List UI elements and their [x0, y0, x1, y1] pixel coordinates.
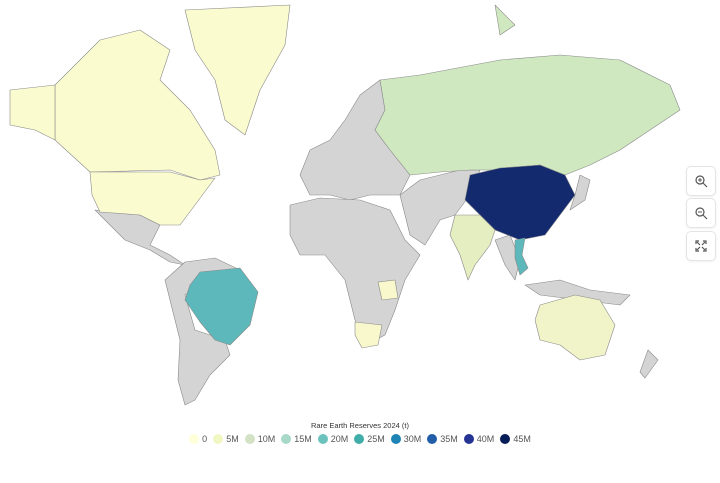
- country-southeast-asia[interactable]: [494, 234, 631, 306]
- legend-swatch: [354, 434, 365, 444]
- legend-label: 10M: [257, 434, 276, 444]
- legend-item[interactable]: 20M: [317, 434, 349, 444]
- country-tanzania[interactable]: [377, 279, 399, 301]
- country-china[interactable]: [464, 164, 576, 241]
- legend-swatch: [317, 434, 328, 444]
- legend-label: 35M: [440, 434, 458, 444]
- country-canada[interactable]: [54, 29, 221, 181]
- legend-item[interactable]: 0: [189, 434, 207, 444]
- legend-swatch: [427, 434, 438, 444]
- legend-items: 0 5M 10M 15M 20M 25M 30M 35M 40M 45M: [180, 434, 540, 444]
- country-united-states[interactable]: [9, 84, 216, 226]
- legend-label: 25M: [367, 434, 385, 444]
- legend-item[interactable]: 40M: [463, 434, 495, 444]
- legend-swatch: [189, 434, 200, 444]
- legend-label: 5M: [226, 434, 239, 444]
- legend-label: 15M: [294, 434, 312, 444]
- legend-item[interactable]: 10M: [244, 434, 276, 444]
- legend-swatch: [390, 434, 401, 444]
- legend-label: 45M: [513, 434, 531, 444]
- legend-item[interactable]: 35M: [427, 434, 458, 444]
- country-australia[interactable]: [534, 294, 616, 361]
- zoom-in-button[interactable]: [686, 166, 716, 196]
- legend-item[interactable]: 25M: [354, 434, 385, 444]
- legend-swatch: [500, 434, 511, 444]
- legend-swatch: [213, 434, 224, 444]
- zoom-out-icon: [695, 207, 708, 220]
- country-vietnam[interactable]: [514, 237, 529, 276]
- legend-swatch: [463, 434, 474, 444]
- map-legend: Rare Earth Reserves 2024 (t) 0 5M 10M 15M 20…: [180, 421, 540, 444]
- country-south-africa[interactable]: [354, 321, 383, 349]
- legend-item[interactable]: 5M: [213, 434, 239, 444]
- legend-swatch: [281, 434, 292, 444]
- country-india[interactable]: [449, 214, 496, 281]
- zoom-out-button[interactable]: [686, 198, 716, 228]
- country-new-zealand[interactable]: [639, 349, 659, 379]
- legend-item[interactable]: 45M: [500, 434, 531, 444]
- legend-item[interactable]: 30M: [390, 434, 422, 444]
- country-greenland[interactable]: [184, 4, 291, 136]
- legend-item[interactable]: 15M: [281, 434, 312, 444]
- fullscreen-icon: [695, 240, 707, 252]
- legend-label: 0: [202, 434, 208, 444]
- country-russia[interactable]: [374, 4, 681, 176]
- fullscreen-button[interactable]: [686, 231, 716, 261]
- legend-swatch: [244, 434, 255, 444]
- country-brazil[interactable]: [184, 267, 259, 346]
- legend-label: 30M: [403, 434, 422, 444]
- country-japan[interactable]: [569, 174, 591, 211]
- country-africa[interactable]: [289, 197, 421, 346]
- legend-label: 20M: [330, 434, 349, 444]
- legend-label: 40M: [476, 434, 495, 444]
- zoom-in-icon: [695, 175, 708, 188]
- legend-title: Rare Earth Reserves 2024 (t): [311, 421, 409, 430]
